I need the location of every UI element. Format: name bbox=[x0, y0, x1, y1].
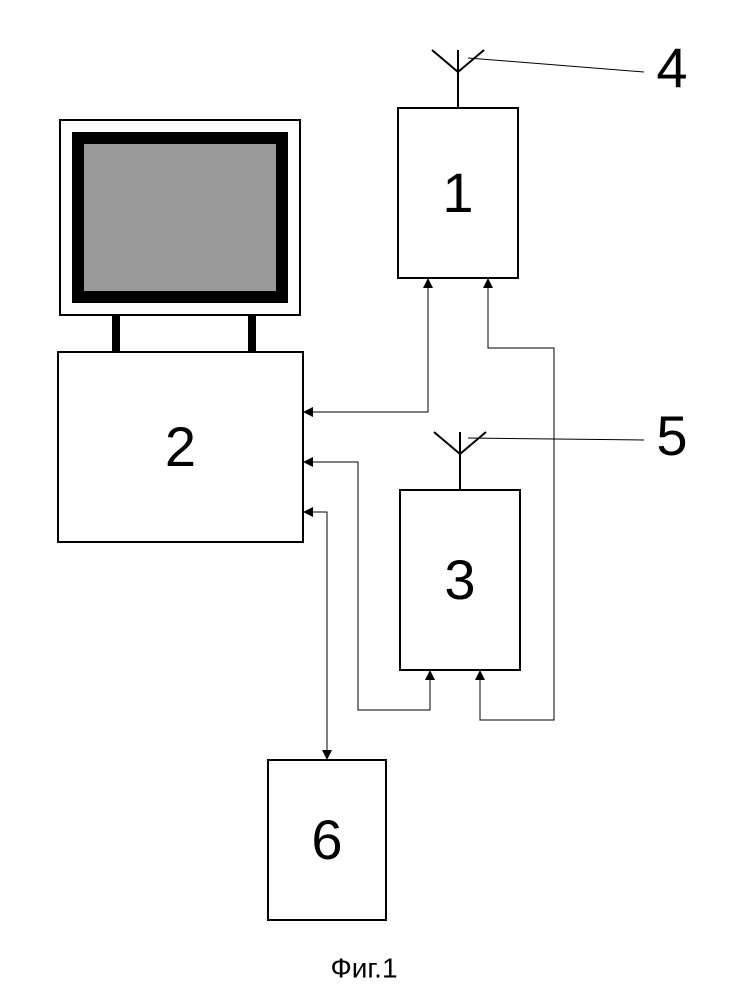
arrowhead-icon bbox=[475, 670, 485, 680]
callout-label: 4 bbox=[656, 36, 687, 99]
block-label: 1 bbox=[442, 161, 473, 224]
monitor-stand bbox=[112, 315, 120, 351]
arrowhead-icon bbox=[425, 670, 435, 680]
antenna-arm-icon bbox=[460, 432, 486, 454]
block-label: 6 bbox=[311, 808, 342, 871]
antenna-arm-icon bbox=[434, 432, 460, 454]
callout-leader bbox=[468, 58, 644, 72]
block-label: 3 bbox=[444, 548, 475, 611]
monitor-screen bbox=[78, 138, 282, 297]
arrowhead-icon bbox=[303, 507, 313, 517]
antenna-arm-icon bbox=[432, 50, 458, 72]
block-diagram-figure: 1 2 3 6 4 5 Фиг.1 bbox=[0, 0, 729, 1000]
connection-wire bbox=[303, 512, 327, 760]
connection-wire bbox=[303, 278, 428, 412]
arrowhead-icon bbox=[423, 278, 433, 288]
arrowhead-icon bbox=[303, 407, 313, 417]
monitor-stand bbox=[248, 315, 256, 351]
figure-caption: Фиг.1 bbox=[330, 952, 397, 983]
arrowhead-icon bbox=[483, 278, 493, 288]
block-label: 2 bbox=[165, 415, 196, 478]
callout-label: 5 bbox=[656, 404, 687, 467]
callout-leader bbox=[468, 438, 644, 440]
arrowhead-icon bbox=[303, 457, 313, 467]
antenna-arm-icon bbox=[458, 50, 484, 72]
arrowhead-icon bbox=[322, 750, 332, 760]
